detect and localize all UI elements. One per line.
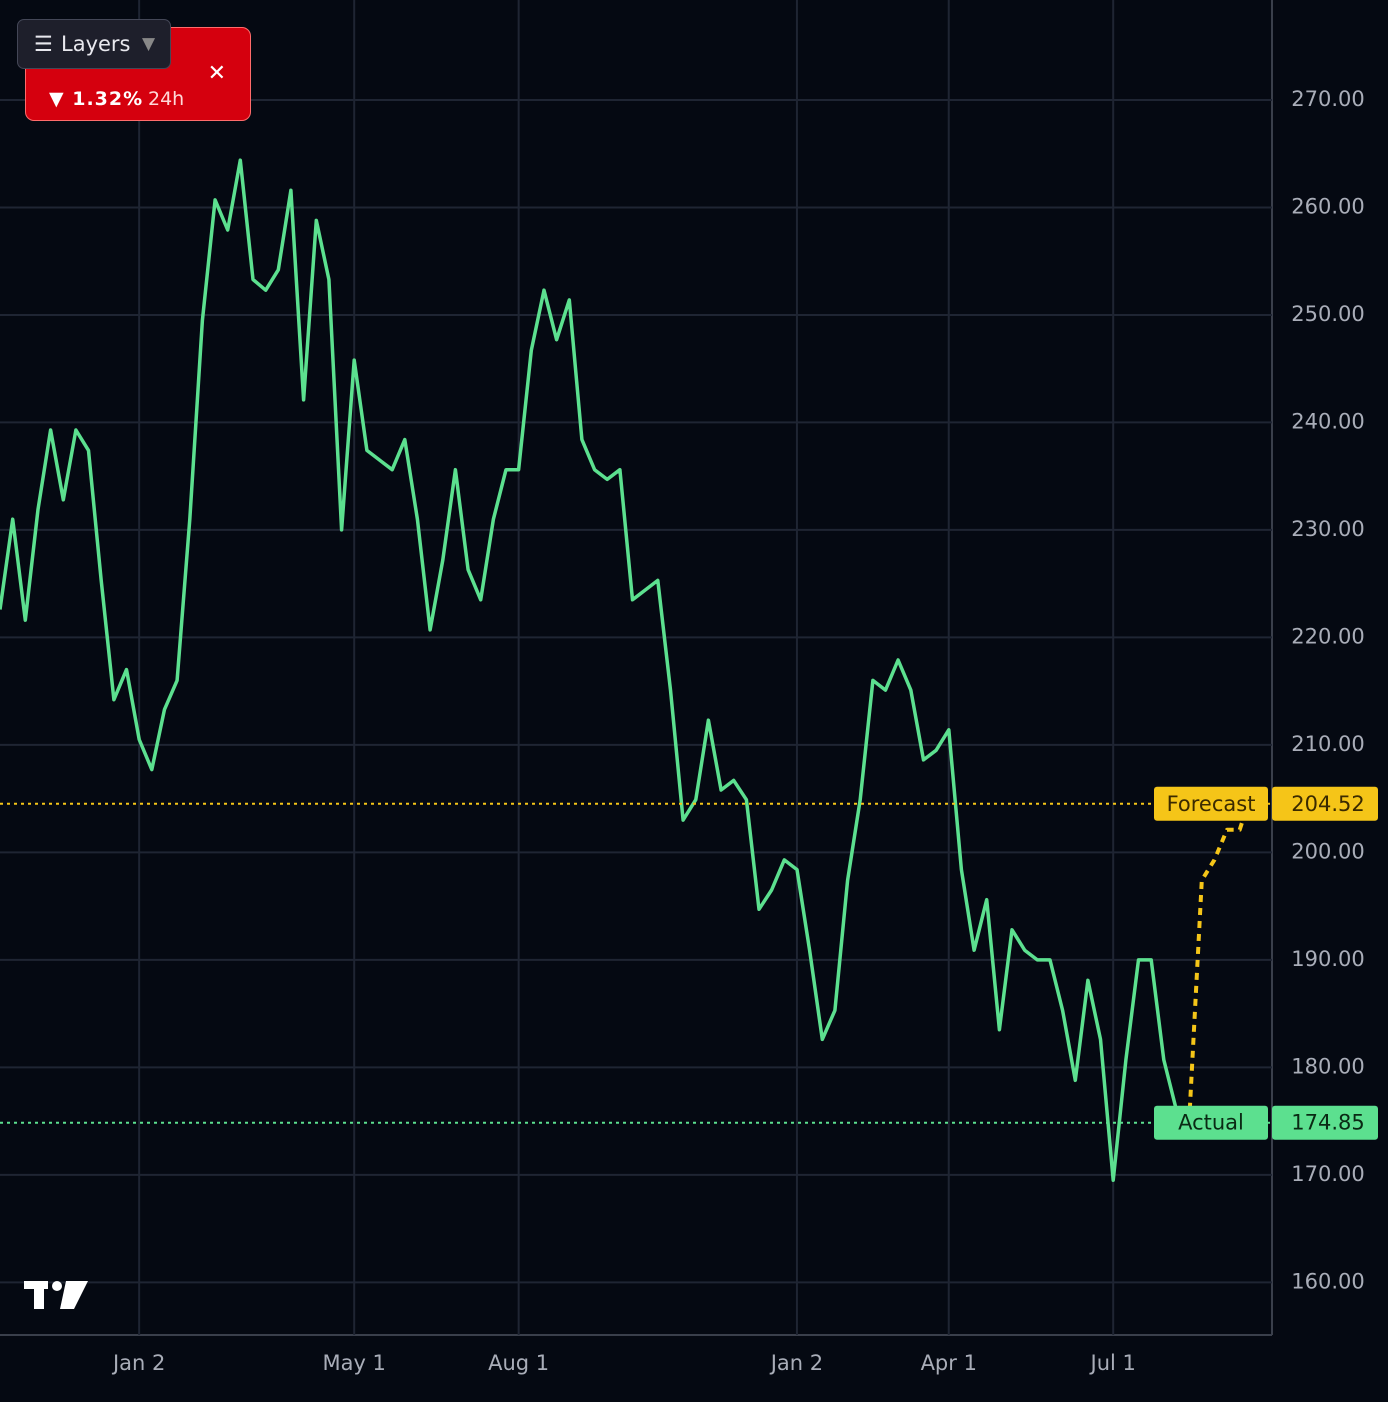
y-tick-label: 180.00 [1291, 1054, 1364, 1078]
x-tick-label: Apr 1 [921, 1351, 977, 1375]
y-tick-label: 220.00 [1291, 624, 1364, 648]
menu-icon: ☰ [34, 32, 53, 56]
close-button[interactable]: ✕ [207, 61, 226, 86]
series-line [1187, 788, 1267, 1123]
y-tick-label: 210.00 [1291, 732, 1364, 756]
price-line-tag [1154, 786, 1268, 821]
change-text: ▼ 1.32% [49, 88, 144, 110]
y-tick-label: 170.00 [1291, 1162, 1364, 1186]
y-tick-label: 190.00 [1291, 947, 1364, 971]
layers-button[interactable]: ☰ Layers ▼ [17, 19, 171, 69]
y-tick-label: 240.00 [1291, 409, 1364, 433]
series-line [0, 158, 1191, 1182]
price-line-tag [1154, 1105, 1268, 1140]
price-line-value-tag [1272, 786, 1378, 821]
price-line-name: Actual [1178, 1111, 1244, 1135]
period-text: 24h [148, 88, 185, 110]
y-tick-label: 200.00 [1291, 839, 1364, 863]
dropdown-arrow: ▼ [142, 34, 156, 54]
x-tick-label: Jan 2 [111, 1351, 165, 1375]
x-tick-label: Jul 1 [1089, 1351, 1136, 1375]
tradingview-logo [24, 1281, 88, 1309]
x-tick-label: May 1 [322, 1351, 385, 1375]
layers-label: Layers [61, 32, 131, 56]
y-tick-label: 250.00 [1291, 302, 1364, 326]
y-tick-label: 230.00 [1291, 517, 1364, 541]
y-tick-label: 260.00 [1291, 194, 1364, 218]
x-tick-label: Aug 1 [488, 1351, 549, 1375]
y-tick-label: 160.00 [1291, 1269, 1364, 1293]
y-tick-label: 270.00 [1291, 87, 1364, 111]
price-line-value: 204.52 [1291, 792, 1364, 816]
price-line-value-tag [1272, 1105, 1378, 1140]
price-line-name: Forecast [1167, 792, 1256, 816]
price-line-value: 174.85 [1291, 1111, 1364, 1135]
x-tick-label: Jan 2 [769, 1351, 823, 1375]
